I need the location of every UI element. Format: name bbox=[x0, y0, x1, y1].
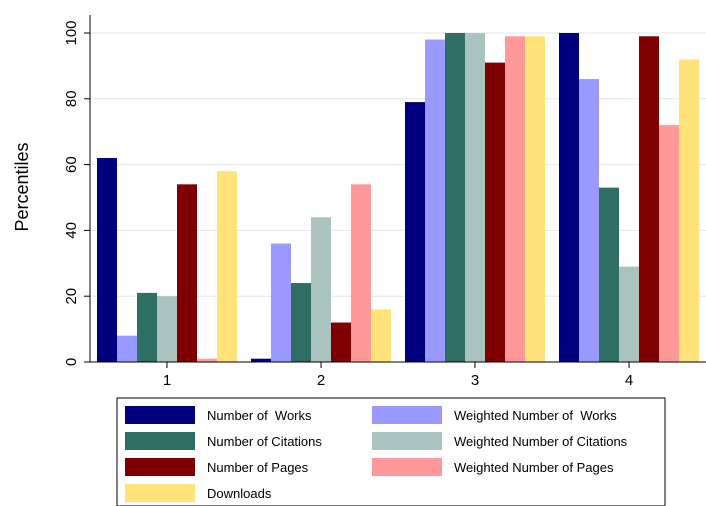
y-axis-title: Percentiles bbox=[12, 142, 32, 231]
y-tick-label: 40 bbox=[63, 222, 80, 239]
legend-swatch bbox=[125, 406, 195, 424]
bar bbox=[505, 36, 525, 362]
legend-label: Weighted Number of Works bbox=[454, 408, 617, 423]
legend-swatch bbox=[372, 458, 442, 476]
y-tick-label: 20 bbox=[63, 288, 80, 305]
bar bbox=[157, 296, 177, 362]
legend-label: Number of Works bbox=[207, 408, 312, 423]
bar bbox=[271, 243, 291, 362]
bar bbox=[371, 309, 391, 362]
bar bbox=[425, 39, 445, 363]
bar bbox=[445, 33, 465, 362]
bar bbox=[197, 358, 217, 362]
bar bbox=[579, 79, 599, 362]
bar bbox=[251, 358, 271, 362]
bar bbox=[525, 36, 545, 362]
legend-label: Number of Citations bbox=[207, 434, 322, 449]
x-tick-label: 3 bbox=[471, 372, 479, 389]
y-tick-label: 100 bbox=[63, 20, 80, 45]
bar bbox=[639, 36, 659, 362]
legend-label: Weighted Number of Citations bbox=[454, 434, 628, 449]
legend-label: Number of Pages bbox=[207, 460, 309, 475]
legend-swatch bbox=[125, 484, 195, 502]
bar bbox=[177, 184, 197, 362]
bar bbox=[331, 322, 351, 362]
legend-label: Downloads bbox=[207, 486, 272, 501]
y-tick-label: 80 bbox=[63, 90, 80, 107]
legend-swatch bbox=[372, 406, 442, 424]
y-tick-label: 0 bbox=[63, 358, 80, 366]
bar bbox=[559, 33, 579, 362]
bar bbox=[619, 266, 639, 362]
legend-swatch bbox=[125, 458, 195, 476]
x-tick-label: 1 bbox=[163, 372, 171, 389]
bar bbox=[679, 59, 699, 362]
axes: 0 20 40 60 80 100 1 2 3 4 bbox=[63, 15, 706, 389]
x-tick-label: 4 bbox=[625, 372, 633, 389]
bar bbox=[465, 33, 485, 362]
bar bbox=[97, 158, 117, 362]
bar bbox=[217, 171, 237, 362]
bar bbox=[659, 125, 679, 363]
bar bbox=[599, 187, 619, 362]
legend: Number of Works Weighted Number of Works N… bbox=[116, 397, 666, 506]
legend-swatch bbox=[125, 432, 195, 450]
x-tick-label: 2 bbox=[317, 372, 325, 389]
bars bbox=[97, 33, 699, 363]
bar bbox=[351, 184, 371, 362]
legend-swatch bbox=[372, 432, 442, 450]
bar bbox=[485, 62, 505, 363]
bar bbox=[117, 335, 137, 362]
bar bbox=[137, 292, 157, 362]
bar bbox=[311, 217, 331, 362]
legend-label: Weighted Number of Pages bbox=[454, 460, 614, 475]
bar bbox=[291, 283, 311, 362]
y-tick-label: 60 bbox=[63, 156, 80, 173]
bar bbox=[405, 102, 425, 362]
